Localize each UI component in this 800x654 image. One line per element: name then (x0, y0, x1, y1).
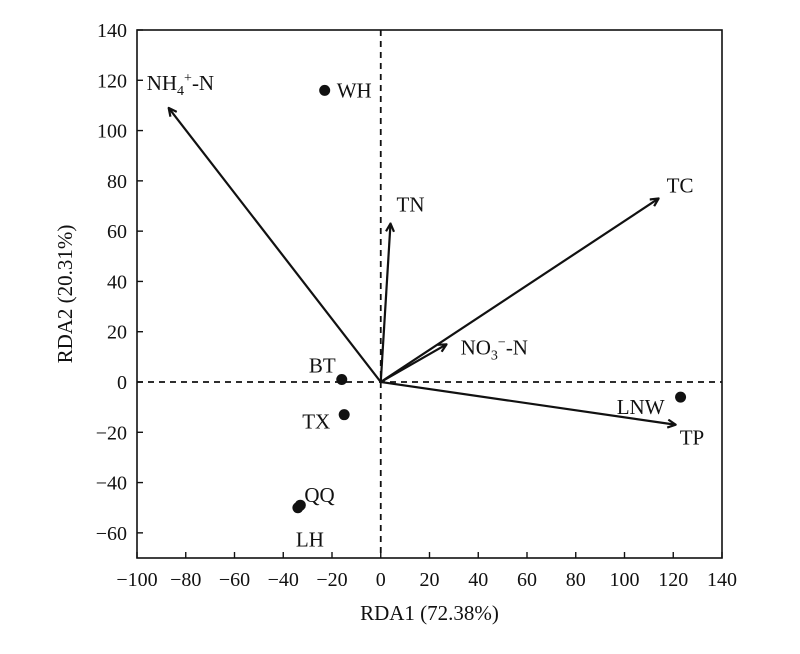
x-tick-label: 80 (566, 569, 586, 591)
y-tick-label: 60 (107, 221, 127, 243)
y-tick-label: 40 (107, 271, 127, 293)
x-tick-label: 40 (468, 569, 488, 591)
x-tick-label: 140 (707, 569, 737, 591)
point-label-qq: QQ (304, 483, 334, 507)
point-label-tx: TX (302, 410, 330, 434)
x-axis-ticks: −100 −80 −60 −40 −20 0 20 40 60 80 100 120 140 (116, 552, 737, 591)
y-tick-label: 140 (97, 20, 127, 42)
y-tick-label: 80 (107, 171, 127, 193)
point-label-bt: BT (309, 353, 336, 377)
x-tick-label: −80 (170, 569, 201, 591)
y-tick-label: −40 (96, 473, 127, 495)
x-axis-title: RDA1 (72.38%) (360, 601, 499, 625)
x-tick-label: 100 (610, 569, 640, 591)
points-group: WH BT TX QQ LH LNW (292, 78, 687, 552)
reference-lines-group (137, 30, 722, 558)
point-bt (336, 373, 348, 385)
x-tick-label: 20 (420, 569, 440, 591)
point-lnw (675, 391, 687, 403)
x-tick-label: 0 (376, 569, 386, 591)
point-label-lnw: LNW (617, 395, 665, 419)
y-tick-label: 20 (107, 322, 127, 344)
vector-arrow-nh4-n (169, 108, 382, 383)
vector-arrow-no3-n (380, 344, 447, 383)
x-tick-label: −40 (268, 569, 299, 591)
vector-label-nh4-n: NH4+-N (147, 71, 214, 99)
vector-label-tp: TP (680, 426, 705, 450)
vector-arrow-tn (379, 224, 391, 383)
point-tx (338, 409, 350, 421)
x-tick-label: −100 (116, 569, 157, 591)
point-wh (319, 84, 331, 96)
plot-frame (136, 29, 723, 559)
y-axis-title: RDA2 (20.31%) (53, 225, 77, 364)
point-label-wh: WH (337, 78, 372, 102)
vector-label-tc: TC (667, 173, 694, 197)
point-lh (292, 502, 304, 514)
vector-arrow-tc (380, 198, 659, 383)
vector-label-tn: TN (397, 193, 425, 217)
vector-arrow-tp (380, 380, 676, 425)
x-tick-label: 120 (658, 569, 688, 591)
vector-label-no3-n: NO3−-N (461, 335, 528, 363)
x-tick-label: −60 (219, 569, 250, 591)
y-tick-label: −60 (96, 523, 127, 545)
vectors-group: NH4+-N TN TC NO3−-N TP (147, 71, 705, 450)
point-label-lh: LH (296, 528, 324, 552)
plot-frame-group (136, 29, 723, 559)
y-axis-ticks: −60 −40 −20 0 20 40 60 80 100 120 140 (96, 20, 143, 545)
y-tick-label: 100 (97, 121, 127, 143)
x-tick-label: 60 (517, 569, 537, 591)
y-tick-label: 120 (97, 70, 127, 92)
y-tick-label: −20 (96, 422, 127, 444)
y-tick-label: 0 (117, 372, 127, 394)
x-tick-label: −20 (316, 569, 347, 591)
